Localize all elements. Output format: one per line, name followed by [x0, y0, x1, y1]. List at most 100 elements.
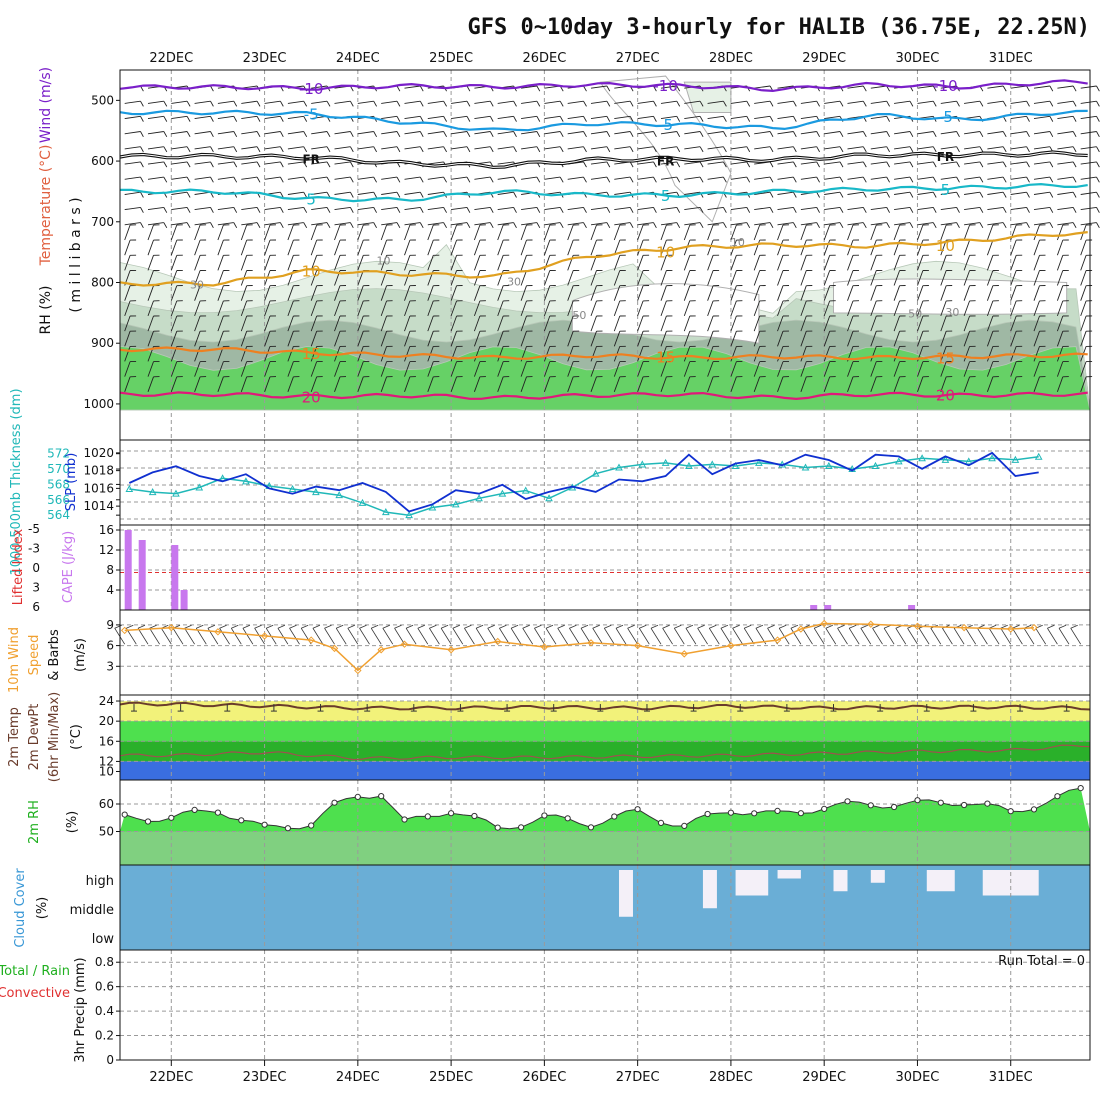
thickness-marker	[591, 469, 600, 477]
rh2m-marker	[331, 799, 338, 806]
rh2m-area	[120, 788, 1090, 832]
cloud-gap	[870, 870, 885, 883]
wind-barb-flag	[583, 176, 587, 183]
wind-barb-flag	[979, 222, 984, 229]
wind-label-3: & Barbs	[47, 629, 62, 681]
wind-barb	[870, 85, 887, 89]
wind-barb	[683, 315, 691, 332]
wind-barb-flag	[746, 116, 751, 122]
wind-barb-flag	[886, 146, 890, 153]
slp-label: SLP (mb)	[64, 453, 79, 512]
thickness-marker	[941, 455, 950, 463]
wind-barb	[800, 300, 807, 317]
wind-barb-flag	[256, 131, 261, 138]
wind-barb	[380, 300, 388, 317]
wind-barb	[590, 224, 597, 241]
wind-barb	[311, 161, 328, 165]
wind-barb-flag	[466, 116, 471, 122]
wind10-barb-flag	[429, 624, 437, 629]
wind-barb-flag	[303, 116, 308, 122]
wind-barb-flag	[326, 100, 331, 107]
wind-barb	[241, 176, 258, 180]
wind-barb-flag	[979, 191, 984, 198]
wind-barb	[917, 376, 924, 392]
wind-barb	[1080, 161, 1097, 165]
wind-barb-flag	[1072, 176, 1077, 183]
wind-barb	[474, 222, 491, 226]
wind10-barb	[953, 627, 965, 645]
wind-label-unit: (m/s)	[73, 638, 88, 672]
rh2m-marker	[424, 813, 431, 820]
wind-barb-flag	[956, 176, 960, 183]
slp-tick-label: 1020	[83, 446, 114, 460]
wind-barb	[1056, 255, 1064, 271]
wind-barb	[217, 176, 234, 180]
wind-barb	[940, 100, 957, 104]
wind-barb-flag	[862, 161, 867, 168]
wind-barb	[334, 100, 351, 104]
wind-barb	[170, 285, 178, 301]
panel-frame	[119, 949, 1091, 1061]
slp-tick-label: 1014	[83, 499, 114, 513]
wind-barb-flag	[629, 146, 634, 153]
wind-barb-flag	[862, 100, 867, 107]
wind-barb	[427, 224, 434, 241]
wind10-barb-flag	[732, 624, 740, 629]
wind-barb	[1010, 255, 1017, 271]
wind-barb	[637, 115, 654, 120]
wind-barb-flag	[886, 100, 890, 107]
wind-barb	[171, 146, 188, 150]
wind-barb	[1033, 115, 1050, 120]
wind-barb	[800, 376, 807, 392]
wind-barb	[1056, 376, 1064, 392]
wind10-barb	[499, 627, 510, 645]
wind-barb	[1057, 176, 1074, 180]
wind-barb	[800, 131, 817, 135]
wind-barb	[194, 331, 201, 347]
wind-barb	[660, 331, 667, 347]
wind-barb-flag	[373, 176, 377, 183]
wind-barb	[240, 300, 248, 317]
date-label-top: 28DEC	[709, 51, 753, 66]
wind-barb	[637, 255, 644, 271]
wind-barb-flag	[956, 222, 960, 229]
wind-barb	[707, 255, 714, 271]
wind-barb-flag	[140, 191, 144, 198]
wind-barb	[986, 239, 994, 256]
wind-barb	[567, 222, 584, 226]
wind-barb	[754, 191, 771, 195]
wind-barb-flag	[233, 131, 238, 138]
wind-barb	[450, 331, 458, 347]
contour-label: FR	[302, 152, 319, 166]
wind10-barb-flag	[627, 624, 635, 629]
wind-barb	[870, 161, 887, 165]
wind10-barb	[195, 627, 207, 645]
wind-barb	[590, 206, 607, 211]
wind-barb-flag	[1026, 100, 1030, 107]
wind-barb	[1010, 239, 1017, 256]
wind-barb	[1033, 131, 1050, 135]
wind-barb-flag	[466, 146, 471, 153]
wind-barb-flag	[1072, 131, 1077, 138]
wind-barb	[893, 331, 901, 347]
wind-barb	[1033, 315, 1040, 332]
wind-barb	[1010, 131, 1027, 135]
wind-barb	[147, 100, 164, 104]
thickness-marker	[545, 494, 553, 502]
wind10-barb	[848, 627, 860, 645]
wind-barb	[870, 361, 877, 377]
wind-barb	[1057, 161, 1074, 165]
wind-barb-flag	[839, 222, 844, 229]
wind-barb	[497, 161, 514, 165]
wind-barb	[683, 224, 691, 241]
thickness-marker	[825, 461, 833, 469]
wind-barb-flag	[210, 176, 214, 183]
cloud-gap	[702, 870, 717, 909]
wind-barb	[217, 331, 224, 347]
thickness-tick-label: 564	[47, 508, 70, 522]
wind10-marker	[1007, 625, 1015, 633]
wind-barb	[986, 285, 994, 301]
wind-barb-flag	[723, 116, 727, 122]
